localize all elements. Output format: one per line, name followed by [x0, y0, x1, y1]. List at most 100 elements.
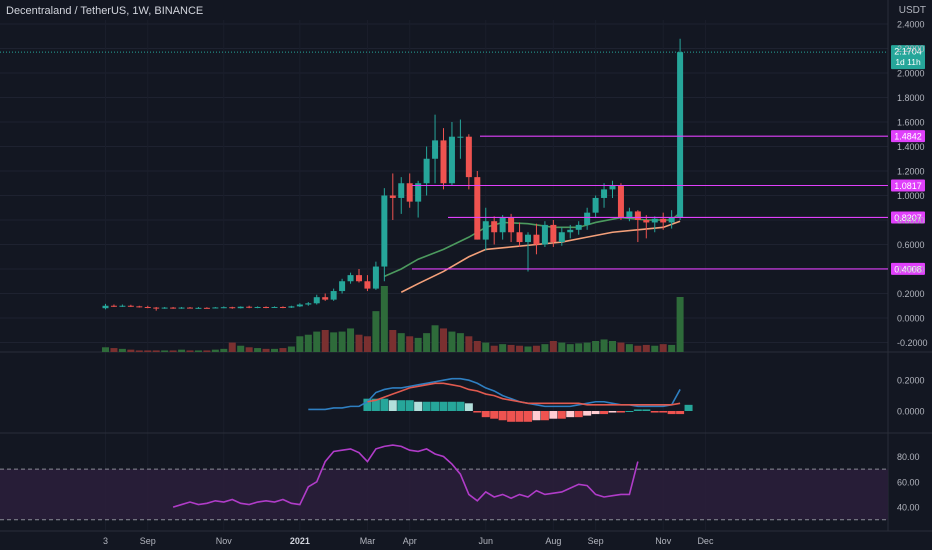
candle [347, 272, 354, 284]
volume-bar [397, 333, 405, 352]
candle [330, 288, 337, 301]
volume-bar [414, 337, 422, 352]
candle-body [398, 183, 405, 198]
candle [237, 306, 244, 309]
volume-bar [532, 345, 540, 352]
volume-bar [541, 344, 549, 352]
candle [423, 146, 430, 196]
volume-bar [287, 346, 295, 352]
volume-bar [668, 344, 676, 352]
candle-body [601, 189, 608, 198]
volume-bar [642, 344, 650, 352]
candle [541, 221, 548, 247]
macd-hist-bar [405, 400, 414, 411]
candle [136, 305, 143, 308]
candle-body [423, 158, 430, 184]
candle [170, 306, 177, 309]
volume-bar [161, 350, 169, 352]
macd-hist-bar [625, 411, 634, 412]
macd-hist-bar [431, 401, 440, 411]
price-axis-tick: 1.2000 [897, 167, 925, 177]
volume-bars [102, 286, 684, 352]
candle-body [136, 306, 143, 308]
macd-hist-bar [532, 411, 541, 421]
macd-hist-bar [574, 411, 583, 418]
time-axis-tick: Mar [360, 536, 376, 546]
candle-body [415, 183, 422, 202]
volume-bar [330, 332, 338, 352]
macd-hist-bar [515, 411, 524, 422]
macd-hist-bar [616, 411, 625, 413]
symbol-title[interactable]: Decentraland / TetherUS, 1W, BINANCE [6, 5, 204, 17]
macd-hist-bar [388, 400, 397, 411]
candle-body [440, 140, 447, 184]
candle-body [660, 218, 667, 223]
volume-bar [220, 348, 228, 352]
candle-body [465, 136, 472, 178]
volume-bar [406, 336, 414, 352]
candle-body [677, 52, 684, 218]
macd-hist-bar [684, 404, 693, 411]
price-axis-tick: 1.4000 [897, 142, 925, 152]
candle-body [634, 211, 641, 220]
volume-bar [271, 348, 278, 352]
volume-bar [380, 286, 388, 352]
macd-hist-bar [659, 411, 668, 413]
candle-body [356, 275, 362, 282]
candle [263, 306, 270, 309]
macd-hist-bar [363, 398, 372, 411]
candle [279, 306, 286, 309]
volume-bar [583, 342, 591, 352]
volume-bar [600, 339, 608, 352]
candle [229, 306, 236, 309]
candle-body [584, 212, 591, 225]
candle-body [381, 195, 388, 267]
candle [187, 306, 193, 309]
volume-bar [245, 347, 253, 352]
candle [558, 227, 565, 246]
volume-bar [651, 345, 659, 352]
volume-bar [440, 328, 447, 352]
macd-hist-bar [439, 401, 448, 411]
macd-hist-bar [447, 401, 456, 411]
price-axis-tick: 2.4000 [897, 20, 925, 30]
candle [584, 207, 591, 230]
candle-body [533, 234, 540, 245]
macd-hist-bar [456, 401, 465, 411]
last-price-tag [891, 45, 925, 70]
candle-body [668, 217, 675, 223]
candle-body [296, 304, 303, 307]
candle-body [170, 307, 177, 309]
candle-body [609, 185, 616, 190]
macd-hist-bar [540, 411, 549, 421]
candle-body [254, 306, 261, 308]
candle [195, 306, 202, 309]
time-axis-tick: Sep [140, 536, 156, 546]
candle [525, 232, 531, 272]
candle-body [592, 197, 599, 213]
candle [609, 180, 616, 198]
candle [102, 303, 109, 310]
macd-axis-tick: 0.2000 [897, 376, 925, 386]
candle [567, 224, 574, 239]
candle [634, 210, 641, 243]
candle-body [372, 266, 379, 289]
macd-hist-bar [549, 411, 558, 419]
candle-body [263, 306, 270, 308]
volume-bar [127, 349, 135, 352]
volume-bar [592, 341, 600, 352]
candle [660, 212, 667, 230]
level-price-label: 1.4842 [894, 132, 922, 142]
volume-bar [609, 341, 616, 352]
price-axis-tick: 0.8000 [897, 216, 925, 226]
candle-body [550, 224, 557, 243]
level-price-label: 0.4008 [894, 264, 922, 274]
volume-bar [186, 350, 194, 352]
candle-body [541, 224, 548, 245]
level-price-tag [891, 262, 925, 275]
price-axis-tick: 2.2000 [897, 44, 925, 54]
level-price-label: 0.8207 [894, 213, 922, 223]
volume-bar [194, 350, 202, 352]
candle-body [651, 218, 658, 223]
